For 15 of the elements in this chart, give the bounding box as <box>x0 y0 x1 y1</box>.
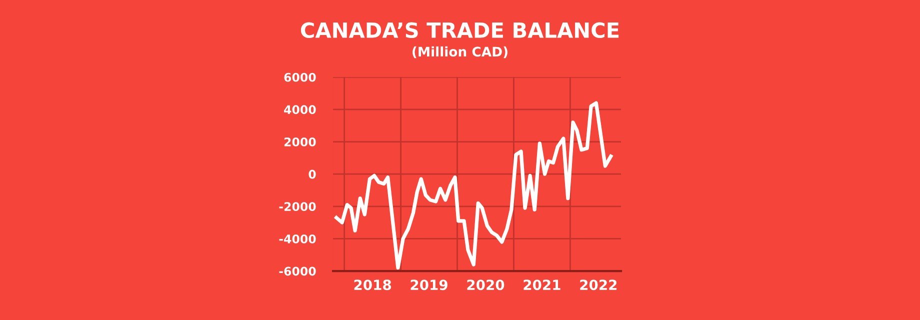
chart-subtitle: (Million CAD) <box>412 46 508 58</box>
y-tick-label: -4000 <box>279 234 316 244</box>
line-series <box>334 101 613 270</box>
y-tick-label: -6000 <box>279 266 316 276</box>
y-tick-label: 6000 <box>284 72 316 82</box>
y-tick-label: -2000 <box>279 202 316 212</box>
y-tick-label: 4000 <box>284 105 316 114</box>
x-tick-label: 2020 <box>467 280 504 290</box>
chart-title: CANADA’S TRADE BALANCE <box>300 22 619 38</box>
x-tick-label: 2019 <box>410 280 448 290</box>
x-tick-label: 2021 <box>524 280 560 290</box>
x-tick-label: 2022 <box>580 280 617 290</box>
y-tick-label: 2000 <box>284 137 316 146</box>
y-tick-label: 0 <box>308 170 316 179</box>
x-tick-label: 2018 <box>354 280 392 290</box>
